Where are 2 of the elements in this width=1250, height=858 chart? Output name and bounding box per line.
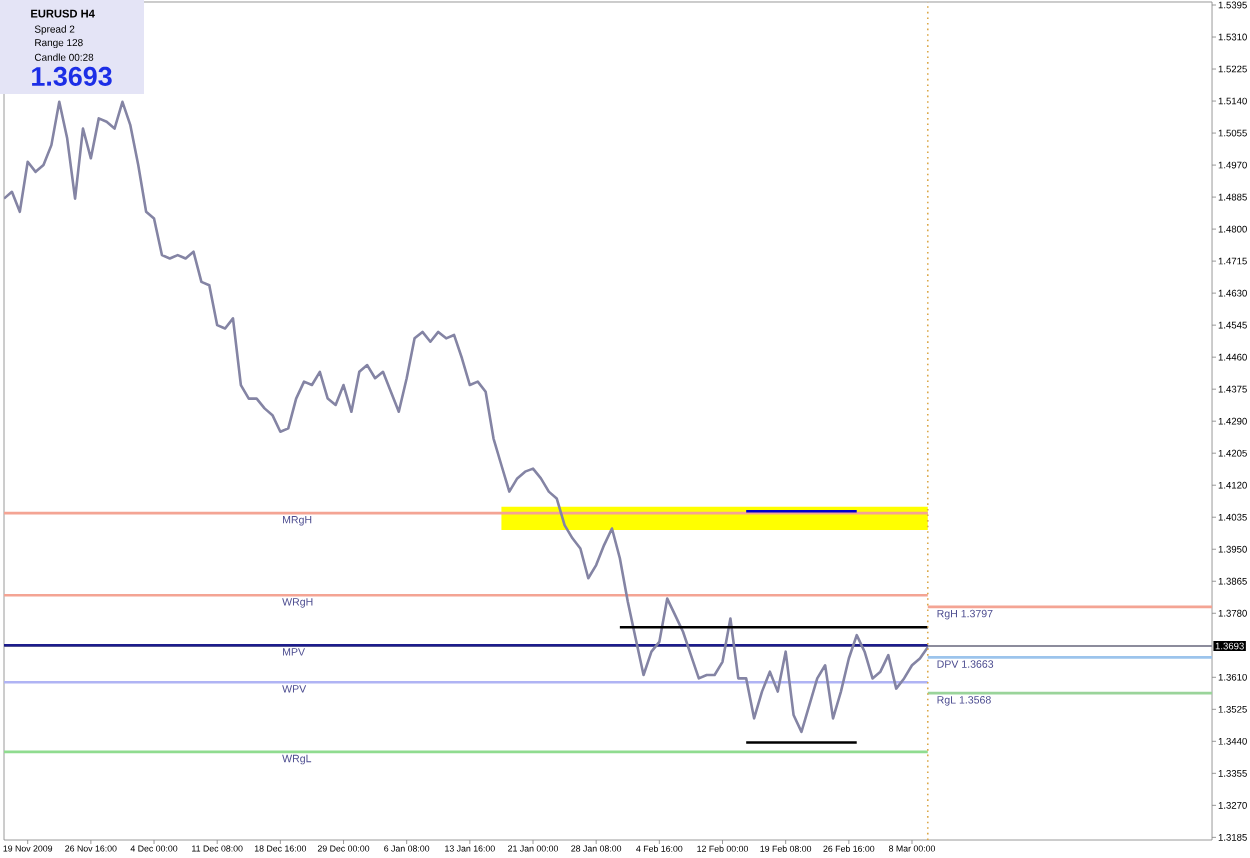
line-series [4,100,930,734]
annotation: 1.3693 [32,66,112,86]
